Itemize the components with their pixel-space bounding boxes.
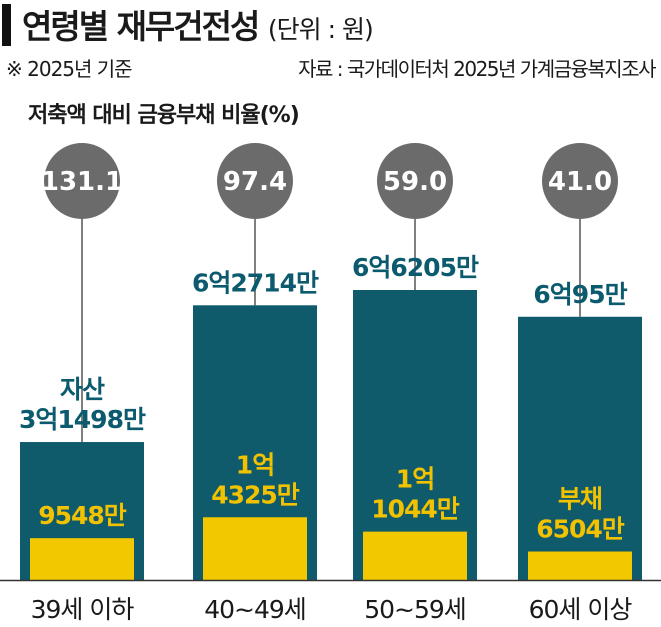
asset-bar: [518, 316, 642, 580]
ratio-bubble: [377, 143, 453, 219]
asset-value-label: 3억1498만: [19, 405, 146, 434]
debt-value-label: 1억: [396, 465, 434, 494]
debt-value-label: 6504만: [536, 515, 625, 544]
category-label: 39세 이하: [31, 595, 135, 624]
asset-value-label: 6억6205만: [352, 253, 479, 282]
ratio-bubble: [217, 143, 293, 219]
debt-bar: [203, 517, 307, 580]
debt-bar: [528, 551, 632, 580]
unit-label: (단위 : 원): [267, 15, 374, 44]
debt-bar: [363, 531, 467, 580]
ratio-value-label: 41.0: [548, 167, 612, 197]
ratio-value-label: 59.0: [383, 167, 447, 197]
debt-value-label: 부채: [558, 485, 602, 514]
category-label: 50~59세: [364, 595, 466, 624]
asset-value-label: 자산: [60, 375, 105, 404]
asset-value-label: 6억95만: [533, 280, 627, 309]
category-label: 40~49세: [204, 595, 306, 624]
asset-value-label: 6억2714만: [192, 268, 319, 297]
debt-bar: [30, 538, 134, 580]
ratio-bubble: [44, 143, 120, 219]
category-label: 60세 이상: [529, 595, 633, 624]
ratio-subtitle: 저축액 대비 금융부채 비율(%): [28, 103, 300, 128]
debt-value-label: 1044만: [371, 495, 460, 524]
debt-value-label: 9548만: [38, 501, 127, 530]
ratio-bubble: [542, 143, 618, 219]
debt-value-label: 4325만: [211, 480, 300, 509]
debt-value-label: 1억: [236, 450, 274, 479]
source-note: 자료 : 국가데이터처 2025년 가계금융복지조사: [298, 57, 656, 81]
ratio-value-label: 131.1: [41, 167, 123, 197]
chart-title-text: 연령별 재무건전성: [22, 7, 260, 46]
ratio-value-label: 97.4: [223, 167, 287, 197]
base-year-note: ※ 2025년 기준: [6, 57, 133, 81]
chart-title: 연령별 재무건전성 (단위 : 원): [22, 0, 374, 48]
title-bar: [2, 4, 11, 46]
